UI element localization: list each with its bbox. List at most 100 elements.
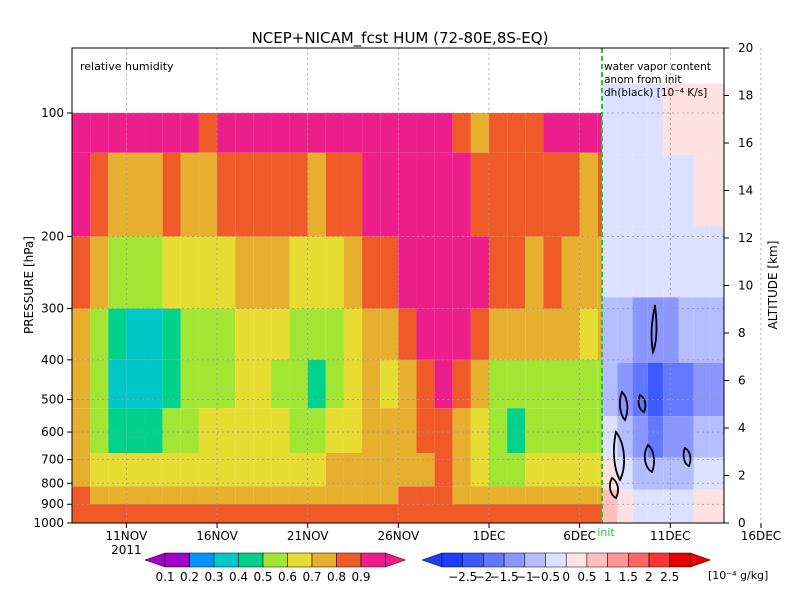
rh-cell [126,308,145,360]
heating-contours [609,304,692,500]
rh-cell [72,453,91,487]
anomaly-cell [602,297,618,363]
rh-cell [325,453,344,487]
rh-cell [343,359,363,409]
anom-colorbar-swatch [669,552,691,568]
rh-cell [235,408,254,454]
rh-cell [561,453,580,487]
rh-colorbar-label: 0.1 [155,570,174,584]
rh-cell [579,359,598,409]
rh-cell [380,408,399,454]
anomaly-heatmap-panel [602,83,724,523]
rh-cell [180,152,199,237]
rh-cell [543,408,562,454]
rh-cell [72,408,91,454]
rh-cell [362,308,381,360]
rh-cell [253,308,272,360]
rh-cell [90,408,109,454]
rh-cell [543,453,562,487]
rh-cell [398,408,417,454]
rh-colorbar-swatch [213,552,239,568]
rh-cell [343,236,363,309]
anom-colorbar-label: −2.5 [448,570,477,584]
rh-cell [561,359,580,409]
rh-cell [488,408,508,454]
anomaly-cell [709,83,724,155]
anom-colorbar-label: −1 [516,570,534,584]
rh-cell [217,152,236,237]
rh-cell [325,113,344,153]
anomaly-cell [693,297,710,363]
heating-contour [643,443,655,474]
rh-cell [380,453,399,487]
anomaly-cell [693,489,710,523]
anom-colorbar-swatch [441,552,463,568]
rh-cell [525,453,544,487]
pressure-tick-label: 700 [41,452,64,466]
anomaly-cell [663,416,679,458]
rh-cell [235,236,254,309]
rh-cell [90,113,109,153]
rh-cell [597,453,602,487]
rh-cell [470,236,489,309]
rh-cell [289,408,308,454]
anomaly-cell [632,154,648,227]
anomaly-cell [678,362,694,417]
rh-cell [325,152,344,237]
anom-colorbar-unit: [10⁻⁴ g/kg] [708,569,768,582]
anom-colorbar-label: 0 [562,570,570,584]
rh-cell [325,359,344,409]
x-tick-label: 1DEC [473,529,506,543]
rh-cell [180,359,199,409]
rh-colorbar-swatch [287,552,313,568]
rh-cell [90,236,109,309]
rh-cell [162,359,181,409]
altitude-tick-label: 10 [738,279,753,293]
anomaly-cell [647,489,664,523]
rh-cell [307,408,326,454]
anom-colorbar-arrow-left [421,552,443,568]
altitude-tick-label: 14 [738,184,753,198]
rh-cell [271,408,290,454]
chart-labels: NCEP+NICAM_fcst HUM (72-80E,8S-EQ) relati… [22,29,780,539]
rh-cell [271,308,290,360]
rh-cell [543,308,562,360]
rh-cell [289,236,308,309]
rh-cell [380,308,399,360]
anomaly-cell [602,83,618,155]
rh-cell [144,113,163,153]
rh-colorbar-label: 0.2 [180,570,199,584]
rh-cell [162,408,181,454]
rh-cell [525,408,544,454]
anomaly-cell [663,457,679,490]
rh-colorbar-swatch [189,552,215,568]
rh-cell [488,308,508,360]
heating-contour [609,476,619,500]
rh-cell [162,308,181,360]
rh-cell [579,308,598,360]
rh-cell [525,236,544,309]
rh-cell [380,359,399,409]
rh-cell [126,236,145,309]
anomaly-cell [663,154,679,227]
altitude-tick-label: 20 [738,41,753,55]
rh-cell [271,236,290,309]
rh-cell [561,152,580,237]
rh-colorbar-arrow-right [385,552,407,568]
rh-cell [108,236,127,309]
rh-cell [452,236,471,309]
anom-colorbar-swatch [545,552,567,568]
anom-colorbar-swatch [565,552,588,568]
rh-cell [144,236,163,309]
rh-cell [162,236,181,309]
anomaly-cell [709,416,724,458]
rh-cell [416,236,435,309]
altitude-tick-label: 8 [738,326,746,340]
rh-cell [126,453,145,487]
rh-cell [271,113,290,153]
rh-cell [253,152,272,237]
rh-cell [343,408,363,454]
rh-cell [434,453,453,487]
anomaly-cell [617,297,633,363]
anomaly-cell [617,416,633,458]
